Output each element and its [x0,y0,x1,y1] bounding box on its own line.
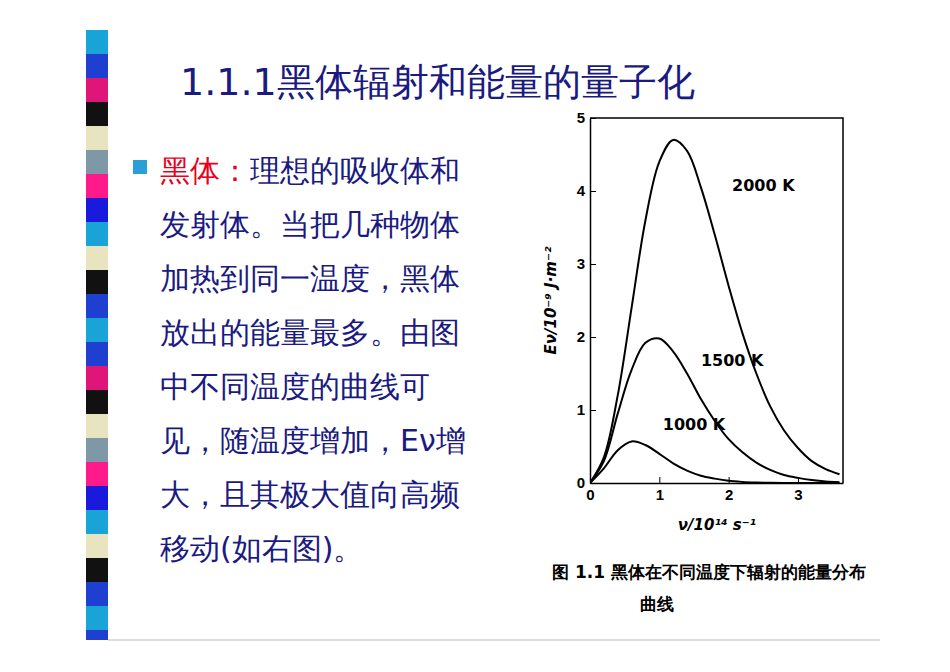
stripe-block [86,558,108,582]
y-tick: 1 [577,401,596,418]
x-tick-mark [659,477,660,483]
stripe-block [86,486,108,510]
stripe-block [86,630,108,640]
x-tick: 1 [656,477,664,503]
stripe-block [86,30,108,54]
bullet-line: 大，且其极大值向高频 [160,477,460,512]
y-tick-mark [590,337,596,338]
stripe-block [86,414,108,438]
y-tick-label: 1 [577,401,585,418]
curve [590,140,840,483]
stripe-block [86,510,108,534]
y-axis: 0 1 2 3 4 5 [577,109,596,491]
stripe-block [86,606,108,630]
bullet-line: 见，随温度增加，Eν增 [160,423,466,458]
stripe-block [86,198,108,222]
y-tick: 3 [577,255,596,272]
curve-label: 2000 K [732,176,795,195]
curve-label: 1000 K [663,415,726,434]
stripe-block [86,222,108,246]
y-axis-line [590,119,592,484]
curve [590,338,840,483]
x-tick-label: 2 [725,486,733,503]
stripe-block [86,462,108,486]
x-axis: 0 1 2 3 [586,477,843,503]
bottom-rule [108,640,880,641]
stripe-block [86,246,108,270]
bullet-term: 黑体： [160,153,250,188]
y-tick-mark [590,264,596,265]
y-tick-mark [590,191,596,192]
stripe-block [86,102,108,126]
stripe-block [86,390,108,414]
slide-title: 1.1.1黑体辐射和能量的量子化 [180,60,695,104]
decor-stripe [86,30,108,640]
y-axis-title: Eν/10⁻⁹ J·m⁻² [542,246,560,354]
curve-label: 1500 K [701,351,764,370]
x-tick-label: 1 [656,486,664,503]
x-tick-label: 3 [794,486,802,503]
stripe-block [86,126,108,150]
y-tick-label: 4 [577,182,586,199]
stripe-block [86,438,108,462]
x-tick-label: 0 [586,486,594,503]
y-tick: 4 [577,182,596,199]
stripe-block [86,342,108,366]
stripe-block [86,54,108,78]
y-tick-mark [590,483,596,484]
bullet-line: 理想的吸收体和 [250,153,460,188]
plot-frame [590,118,843,483]
bullet-line: 加热到同一温度，黑体 [160,261,460,296]
slide: 1.1.1黑体辐射和能量的量子化黑体：理想的吸收体和发射体。当把几种物体加热到同… [0,0,950,672]
bullet-line: 放出的能量最多。由图 [160,315,460,350]
stripe-block [86,366,108,390]
x-tick: 3 [794,477,802,503]
curve [590,441,840,483]
y-tick: 5 [577,109,596,126]
stripe-block [86,174,108,198]
stripe-block [86,78,108,102]
y-tick-label: 3 [577,255,585,272]
bullet-marker [133,160,147,174]
y-tick-label: 5 [577,109,585,126]
stripe-block [86,270,108,294]
bullet-line: 发射体。当把几种物体 [160,207,460,242]
stripe-block [86,534,108,558]
stripe-block [86,294,108,318]
chart-caption: 图 1.1 黑体在不同温度下辐射的能量分布曲线 [552,562,866,614]
plot-area [590,140,840,483]
stripe-block [86,150,108,174]
y-tick-label: 0 [577,474,585,491]
stripe-block [86,582,108,606]
y-tick-label: 2 [577,328,585,345]
y-tick: 2 [577,328,596,345]
x-axis-title: ν/10¹⁴ s⁻¹ [678,516,756,534]
stripe-block [86,318,108,342]
bullet-line: 移动(如右图)。 [160,531,363,566]
y-tick-mark [590,410,596,411]
y-tick-mark [590,118,596,119]
bullet-line: 中不同温度的曲线可 [160,369,430,404]
